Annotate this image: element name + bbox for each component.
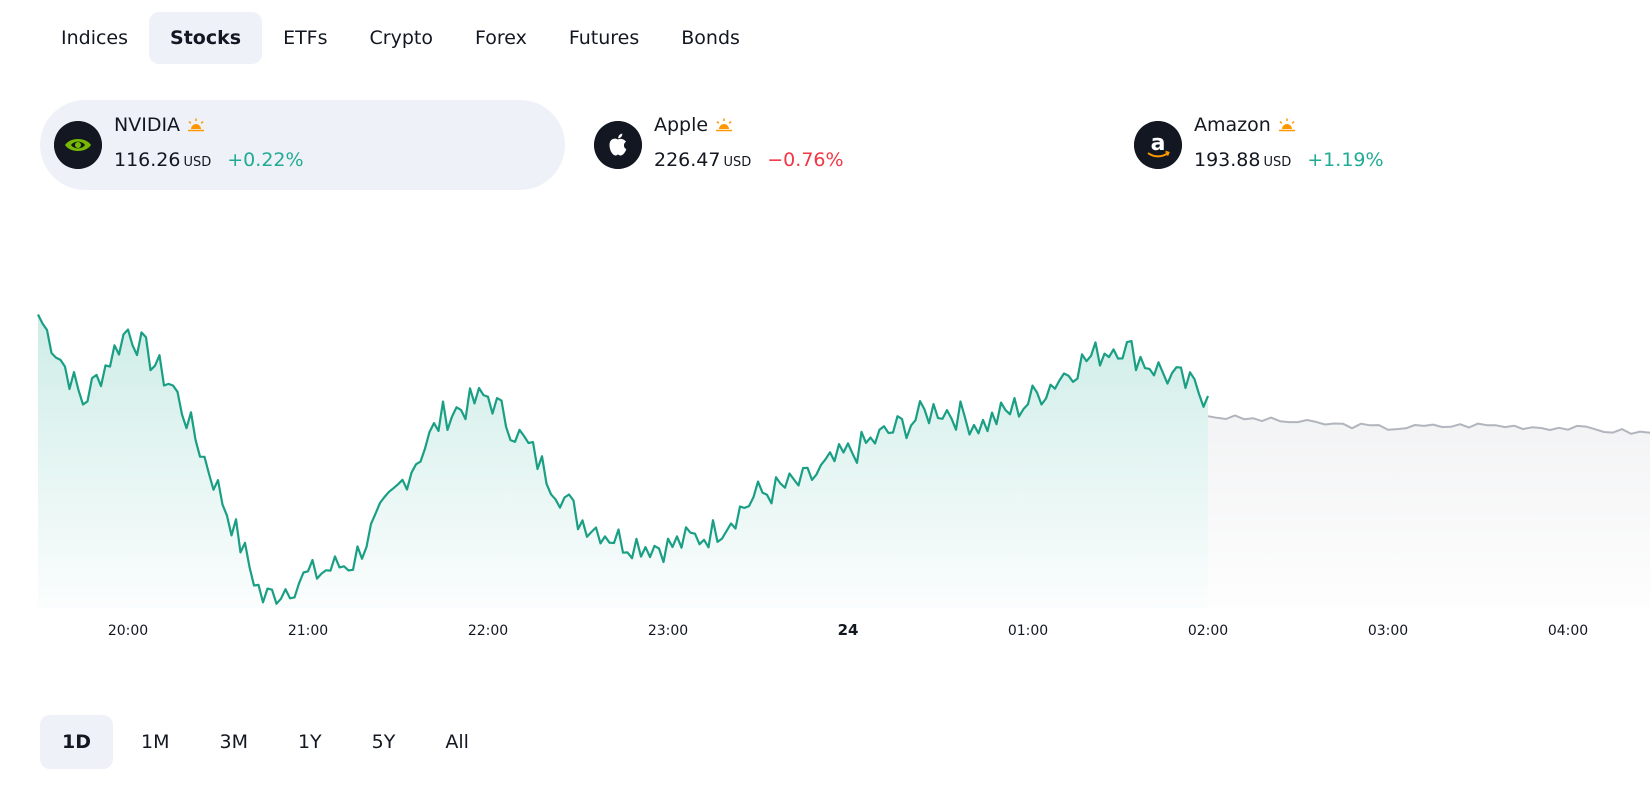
ticker-currency: USD <box>1263 155 1292 170</box>
projection-area <box>1208 415 1650 608</box>
x-tick-label: 20:00 <box>108 623 148 639</box>
ticker-currency: USD <box>183 155 212 170</box>
ticker-price: 193.88 <box>1194 149 1261 171</box>
tab-indices[interactable]: Indices <box>61 27 129 49</box>
ticker-name: NVIDIA <box>114 114 206 137</box>
ticker-change: +1.19% <box>1307 149 1384 171</box>
ticker-card-amazon[interactable]: a Amazon 193.88 USD +1.19% <box>1120 100 1645 190</box>
apple-logo <box>594 121 642 169</box>
range-selector: 1D 1M 3M 1Y 5Y All <box>40 715 491 769</box>
range-1d[interactable]: 1D <box>40 715 113 769</box>
amazon-logo: a <box>1134 121 1182 169</box>
sun-icon <box>1277 115 1297 137</box>
ticker-change: −0.76% <box>767 149 844 171</box>
ticker-price-row: 116.26 USD +0.22% <box>114 149 304 171</box>
market-tabs: Indices Stocks ETFs Crypto Forex Futures… <box>40 12 761 64</box>
x-tick-label: 02:00 <box>1188 623 1228 639</box>
ticker-name-text: Apple <box>654 114 709 136</box>
ticker-name: Amazon <box>1194 114 1297 137</box>
tab-stocks[interactable]: Stocks <box>149 12 263 64</box>
ticker-price-row: 226.47 USD −0.76% <box>654 149 844 171</box>
price-line <box>37 314 1210 605</box>
x-tick-label: 21:00 <box>288 623 328 639</box>
ticker-currency: USD <box>723 155 752 170</box>
svg-text:a: a <box>1151 131 1166 156</box>
price-chart[interactable]: 20:00 21:00 22:00 23:00 24 01:00 02:00 03:00 04:… <box>0 290 1650 675</box>
x-tick-label: 24 <box>838 621 859 639</box>
ticker-name: Apple <box>654 114 734 137</box>
range-all[interactable]: All <box>445 731 469 753</box>
range-5y[interactable]: 5Y <box>371 731 396 753</box>
projection-line <box>1207 414 1650 435</box>
tab-futures[interactable]: Futures <box>568 27 640 49</box>
x-tick-label: 23:00 <box>648 623 688 639</box>
range-1m[interactable]: 1M <box>141 731 170 753</box>
ticker-change: +0.22% <box>227 149 304 171</box>
tab-forex[interactable]: Forex <box>474 27 527 49</box>
x-tick-label: 22:00 <box>468 623 508 639</box>
x-tick-label: 01:00 <box>1008 623 1048 639</box>
tab-bonds[interactable]: Bonds <box>681 27 740 49</box>
ticker-card-nvidia[interactable]: NVIDIA 116.26 USD +0.22% <box>40 100 565 190</box>
x-tick-label: 03:00 <box>1368 623 1408 639</box>
ticker-name-text: NVIDIA <box>114 114 181 136</box>
range-3m[interactable]: 3M <box>219 731 248 753</box>
ticker-cards: NVIDIA 116.26 USD +0.22% Apple 226.47 USD −0… <box>40 100 1650 190</box>
ticker-card-apple[interactable]: Apple 226.47 USD −0.76% <box>580 100 1105 190</box>
nvidia-logo <box>54 121 102 169</box>
sun-icon <box>714 115 734 137</box>
price-area <box>38 314 1208 608</box>
x-axis: 20:00 21:00 22:00 23:00 24 01:00 02:00 03:00 04:… <box>108 621 1588 639</box>
tab-etfs[interactable]: ETFs <box>283 27 328 49</box>
ticker-price: 116.26 <box>114 149 181 171</box>
sun-icon <box>186 115 206 137</box>
ticker-price: 226.47 <box>654 149 721 171</box>
tab-crypto[interactable]: Crypto <box>369 27 433 49</box>
x-tick-label: 04:00 <box>1548 623 1588 639</box>
ticker-price-row: 193.88 USD +1.19% <box>1194 149 1384 171</box>
range-1y[interactable]: 1Y <box>297 731 322 753</box>
ticker-name-text: Amazon <box>1194 114 1271 136</box>
